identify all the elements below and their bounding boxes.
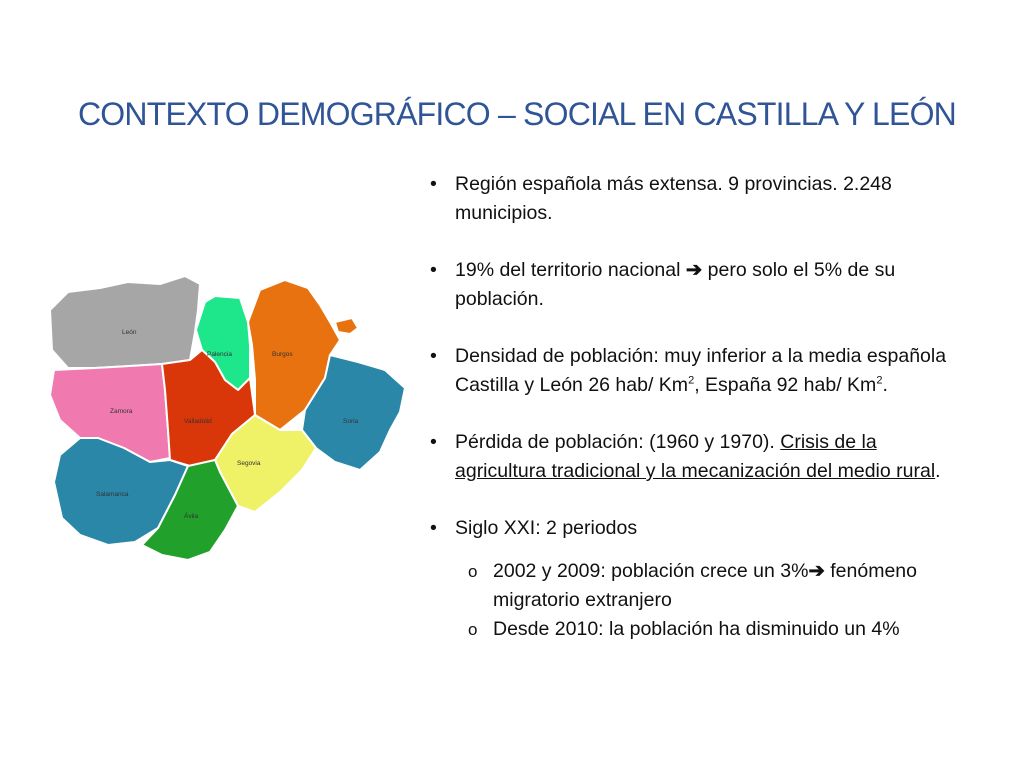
bullet-3-sup-1: 2 (688, 374, 695, 387)
province-soria (301, 354, 406, 471)
bullet-3-sup-2: 2 (876, 374, 883, 387)
bullet-3-text-2: 26 hab/ Km (582, 374, 689, 396)
subbullet-marker-icon: o (468, 620, 478, 639)
province-segovia (214, 414, 317, 513)
province-label-zamora: Zamora (110, 408, 133, 415)
castilla-leon-map: León Palencia Burgos Zamora Valladolid S… (49, 275, 406, 561)
bullet-4-underlined: Crisis de la agricultura tradicional y l… (455, 431, 936, 482)
province-label-valladolid: Valladolid (184, 418, 212, 425)
subbullet-2: o Desde 2010: la población ha disminuido … (428, 615, 968, 644)
bullet-3-text-3: , España 92 hab/ Km (694, 374, 877, 396)
province-label-palencia: Palencia (207, 351, 232, 358)
province-label-segovia: Segovia (237, 460, 261, 467)
slide-title: CONTEXTO DEMOGRÁFICO – SOCIAL EN CASTILL… (78, 96, 957, 132)
bullet-3-strong-2: Castilla y León (455, 374, 583, 396)
bullet-5-strong: Siglo XXI (455, 517, 536, 539)
bullet-2-strong: 19% del territorio nacional (455, 259, 681, 281)
subbullet-2-text: Desde 2010: la población ha disminuido u… (493, 618, 900, 640)
province-label-salamanca: Salamanca (96, 491, 129, 498)
subbullet-1-text-2: fenómeno migratorio extranjero (493, 560, 917, 611)
province-leon (49, 275, 201, 369)
bullet-5-text: : 2 periodos (535, 517, 638, 539)
subbullet-1-text: 2002 y 2009: población crece un 3% (493, 560, 809, 582)
bullet-5: Siglo XXI: 2 periodos (428, 514, 968, 543)
province-label-leon: León (122, 329, 137, 336)
bullet-2-text: pero solo el 5% de su población. (455, 259, 896, 310)
bullet-4-text-2: . (935, 460, 941, 482)
bullet-4-strong: Pérdida de población (455, 431, 639, 453)
bullet-4-text-1: : (1960 y 1970). (638, 431, 781, 453)
content-list: Región española más extensa. 9 provincia… (428, 170, 968, 644)
province-label-avila: Ávila (184, 511, 198, 520)
bullet-3-text-1: : muy inferior a la media española (653, 345, 947, 367)
province-label-burgos: Burgos (272, 351, 293, 358)
bullet-3-text-4: . (882, 374, 888, 396)
bullet-2: 19% del territorio nacional ➔ pero solo … (428, 256, 968, 314)
bullet-1-text: . 9 provincias. 2.248 municipios. (455, 173, 892, 224)
subbullet-marker-icon: o (468, 562, 478, 581)
bullet-4: Pérdida de población: (1960 y 1970). Cri… (428, 428, 968, 486)
arrow-right-icon: ➔ (685, 259, 703, 281)
bullet-1: Región española más extensa. 9 provincia… (428, 170, 968, 228)
province-label-soria: Soria (343, 418, 359, 425)
subbullet-1: o 2002 y 2009: población crece un 3%➔ fen… (428, 557, 968, 615)
bullet-1-strong: Región española más extensa (455, 173, 718, 195)
arrow-right-icon: ➔ (808, 560, 825, 582)
bullet-3: Densidad de población: muy inferior a la… (428, 342, 968, 400)
province-burgos-enclave (334, 317, 359, 335)
province-avila (141, 459, 239, 561)
bullet-3-strong: Densidad de población (455, 345, 654, 367)
